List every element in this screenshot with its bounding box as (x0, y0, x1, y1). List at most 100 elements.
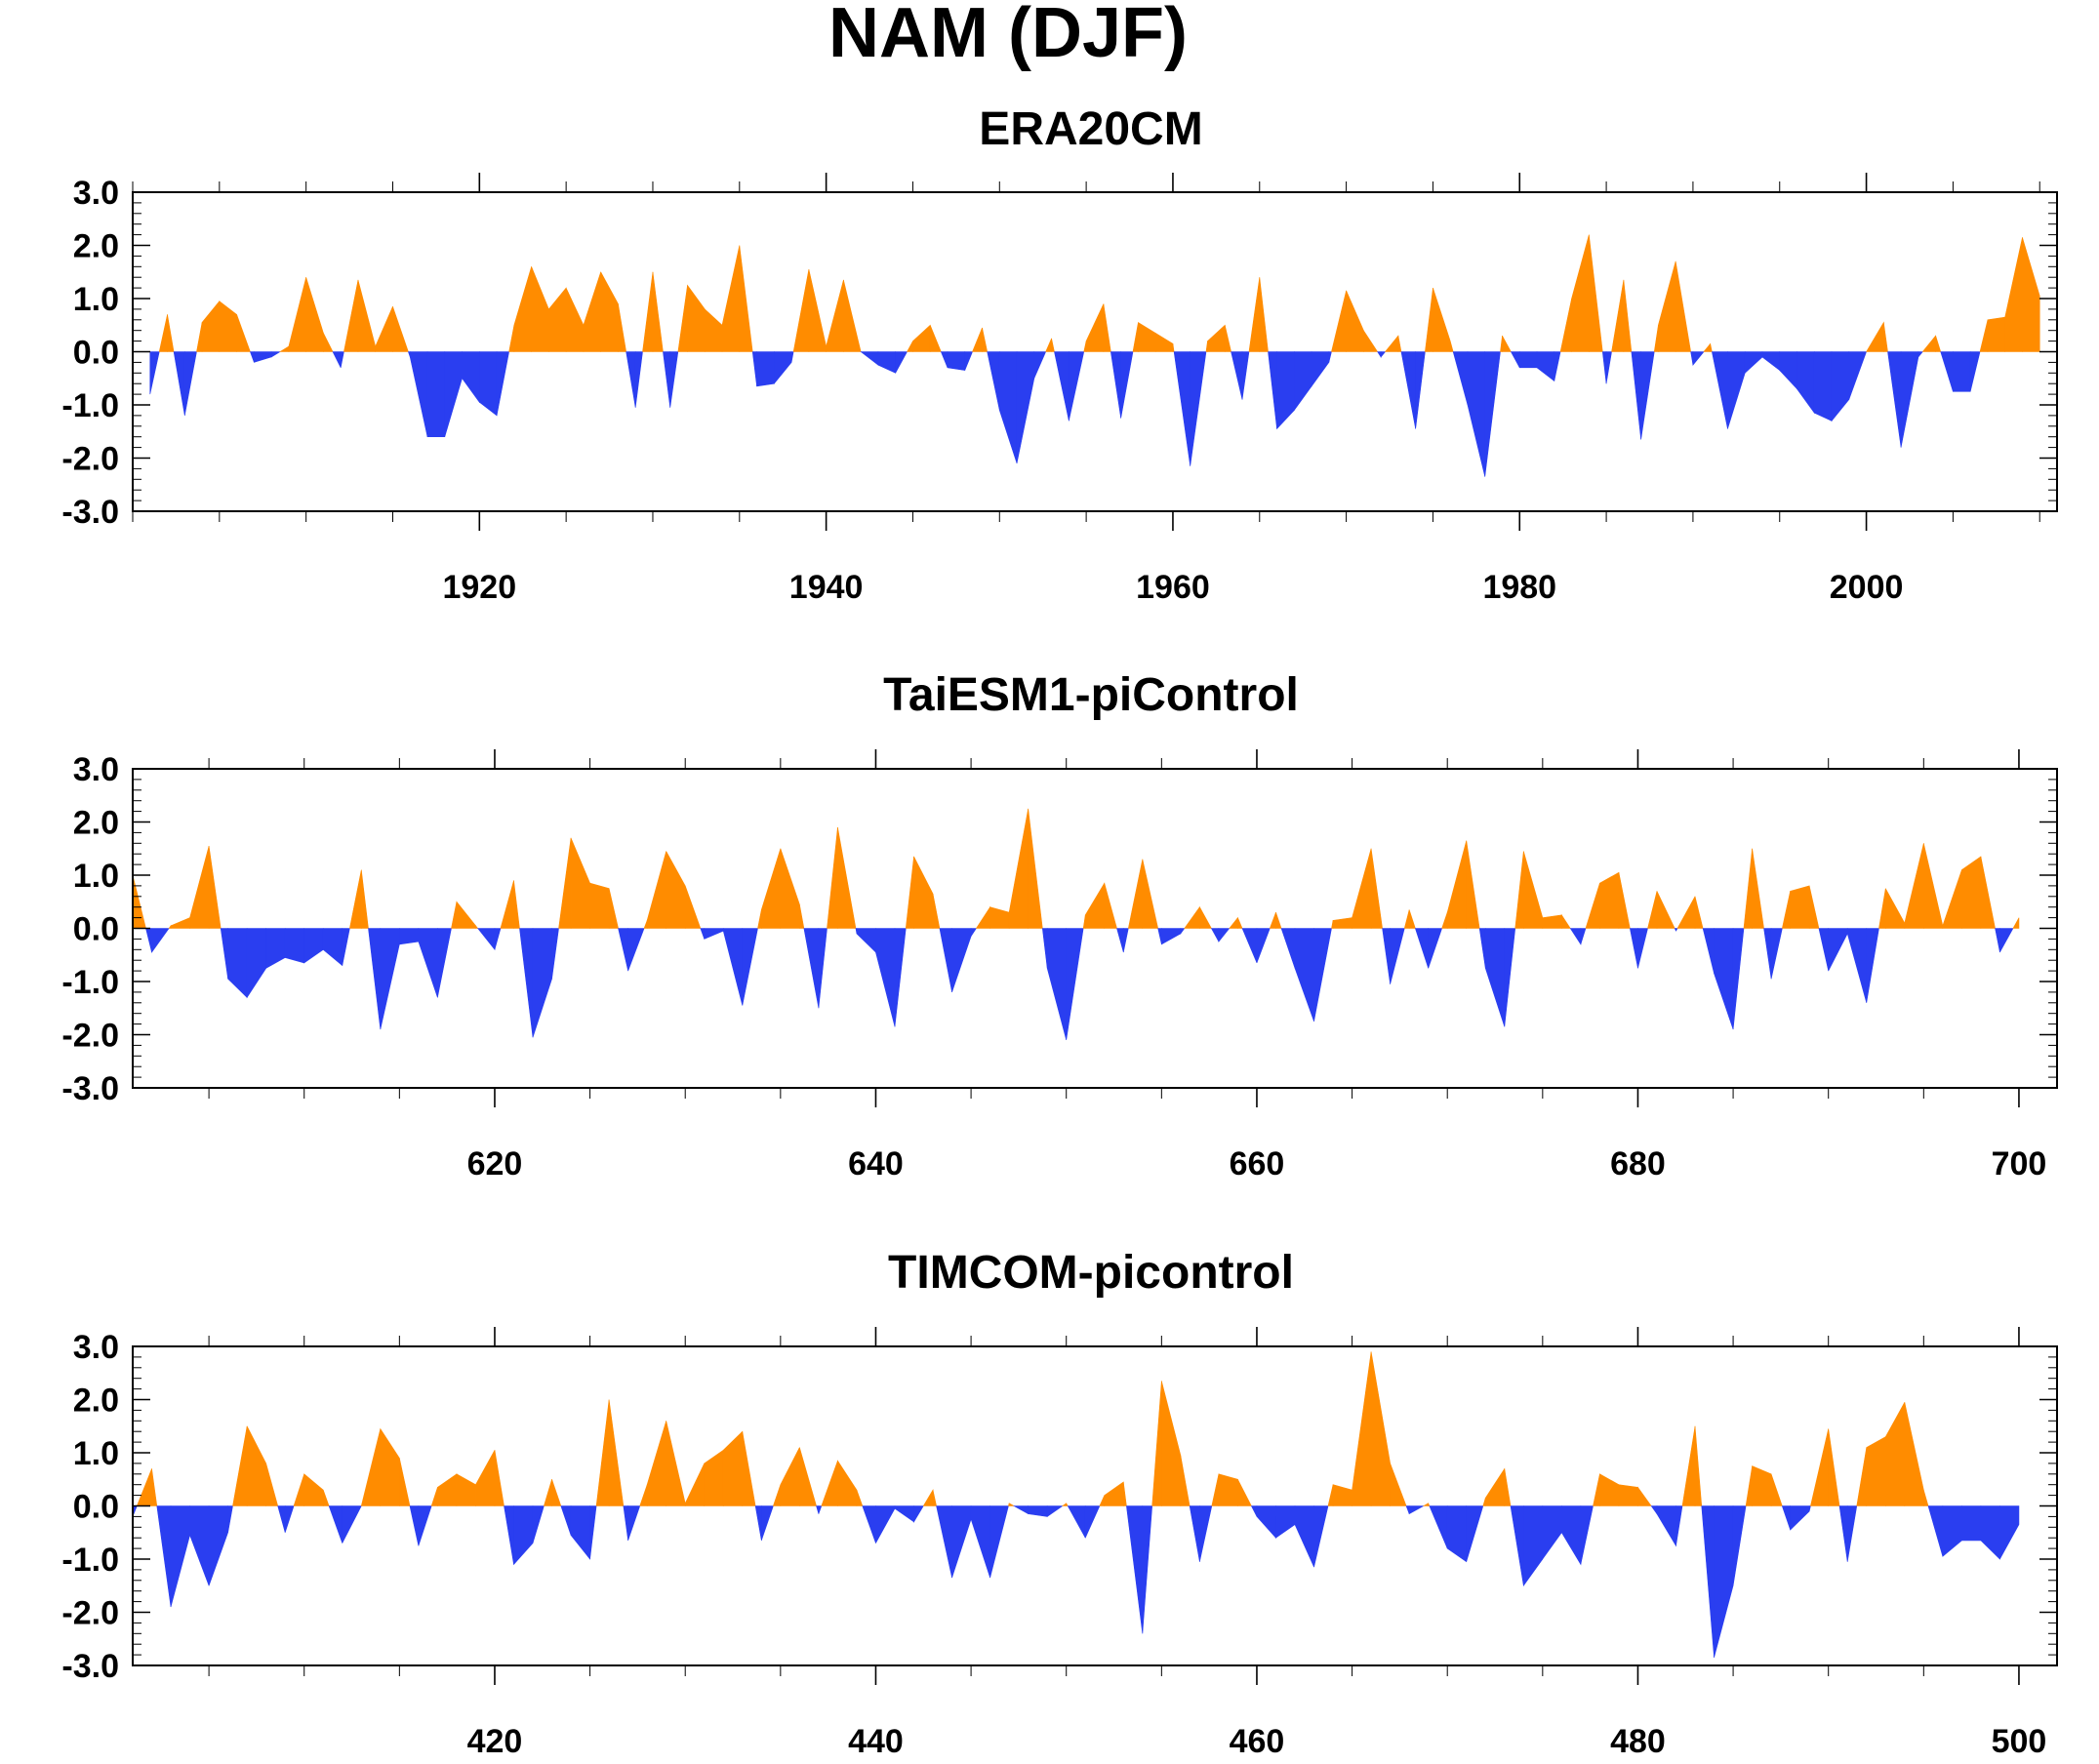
area-segment (627, 1505, 641, 1542)
area-segment (303, 1473, 324, 1506)
area-segment (265, 1463, 279, 1506)
area-segment (1559, 298, 1572, 352)
area-segment (1132, 322, 1139, 352)
area-segment (342, 1505, 362, 1544)
area-segment (1083, 341, 1087, 352)
panel-title-taiesm1: TaiESM1-piControl (883, 669, 1299, 721)
area-segment (1189, 1505, 1200, 1562)
area-segment (989, 906, 1010, 929)
area-segment (558, 837, 572, 929)
area-segment (1484, 1467, 1506, 1506)
area-segment (987, 351, 1000, 411)
area-segment (894, 928, 907, 1027)
area-segment (608, 888, 619, 929)
area-segment (249, 351, 255, 363)
area-segment (375, 306, 393, 352)
area-segment (756, 351, 775, 387)
area-segment (951, 1505, 972, 1579)
x-tick-label: 660 (1230, 1145, 1285, 1183)
area-segment (232, 1425, 248, 1506)
area-segment (1482, 1498, 1486, 1506)
area-segment (1979, 319, 1989, 352)
area-segment (826, 279, 844, 352)
area-segment (970, 1505, 990, 1579)
area-segment (1828, 1428, 1840, 1506)
area-segment (1248, 277, 1261, 352)
area-segment (156, 1505, 172, 1608)
area-segment (780, 1447, 800, 1506)
area-segment (808, 268, 827, 352)
y-tick-label: -2.0 (61, 441, 119, 478)
area-segment (508, 325, 515, 352)
area-segment (1452, 351, 1469, 406)
x-tick-label: 620 (467, 1145, 523, 1183)
area-segment (792, 268, 810, 352)
area-segment (1269, 912, 1276, 929)
area-segment (1184, 905, 1200, 929)
area-segment (608, 1399, 625, 1506)
area-segment (761, 1505, 774, 1542)
area-segment (1838, 1505, 1848, 1562)
area-segment (1510, 1505, 1524, 1586)
area-segment (1878, 888, 1886, 929)
area-segment (704, 1449, 724, 1506)
area-segment (1752, 848, 1764, 929)
area-segment (1116, 928, 1124, 953)
area-segment (208, 1505, 228, 1586)
area-segment (989, 1505, 1009, 1579)
area-segment (1066, 928, 1084, 1040)
area-segment (837, 826, 857, 929)
y-tick-label: 1.0 (73, 1435, 119, 1472)
area-segment (1033, 351, 1047, 379)
area-segment (1987, 316, 2006, 352)
x-tick-label: 440 (848, 1723, 904, 1760)
area-segment (1580, 1505, 1594, 1565)
area-segment (167, 314, 175, 352)
area-segment (1883, 322, 1888, 352)
area-segment (1110, 351, 1121, 419)
area-segment (595, 1399, 610, 1506)
area-segment (1390, 1463, 1407, 1506)
area-segment (1702, 928, 1715, 974)
x-tick-label: 1960 (1136, 569, 1210, 606)
area-segment (1727, 351, 1746, 429)
area-segment (227, 928, 248, 999)
area-segment (1866, 1436, 1886, 1506)
area-segment (1675, 1505, 1683, 1546)
area-segment (1504, 928, 1516, 1027)
area-segment (196, 322, 203, 352)
area-segment (173, 351, 185, 416)
area-segment (1618, 1484, 1638, 1506)
area-segment (905, 856, 914, 929)
area-segment (1637, 928, 1648, 969)
area-segment (1028, 808, 1043, 929)
area-segment (1763, 928, 1772, 980)
area-segment (1180, 1455, 1191, 1506)
area-segment (1190, 351, 1207, 466)
area-segment (1012, 1505, 1029, 1515)
area-segment (322, 1490, 330, 1506)
area-segment (409, 1505, 420, 1546)
area-segment (1231, 351, 1243, 400)
panel-title-era20cm: ERA20CM (979, 103, 1202, 155)
area-segment (1779, 351, 1797, 390)
area-segment (1510, 351, 1520, 368)
area-segment (437, 1473, 458, 1506)
area-segment (634, 351, 643, 408)
area-segment (623, 1505, 628, 1541)
area-segment (1848, 351, 1868, 400)
area-segment (722, 1430, 744, 1506)
figure-title: NAM (DJF) (828, 0, 1188, 72)
area-segment (303, 928, 324, 964)
area-segment (1923, 1490, 1929, 1506)
area-segment (1311, 351, 1330, 387)
area-segment (856, 1490, 864, 1506)
area-segment (1084, 1505, 1101, 1539)
area-segment (340, 351, 344, 368)
area-segment (1999, 928, 2014, 953)
area-segment (600, 271, 619, 352)
area-segment (1647, 891, 1658, 929)
area-segment (1923, 843, 1944, 929)
area-segment (1969, 351, 1981, 392)
area-segment (1561, 1505, 1582, 1566)
